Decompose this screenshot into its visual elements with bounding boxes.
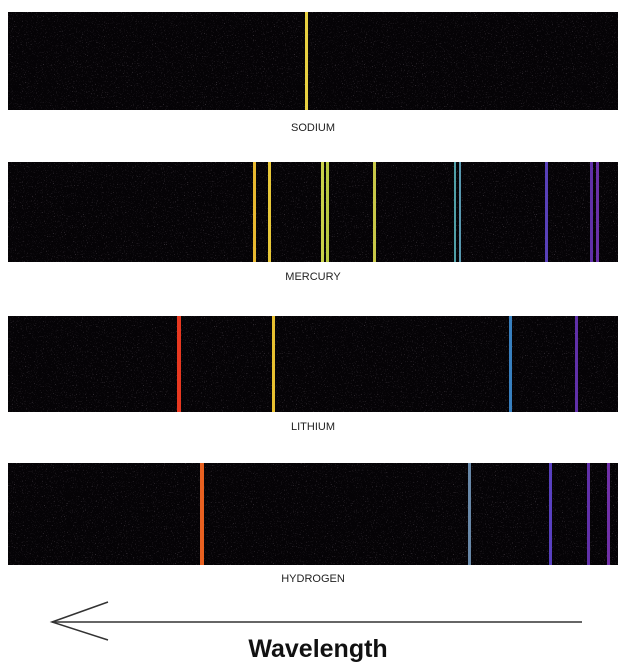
arrow-head [52,602,108,640]
spectrum-label: LITHIUM [291,421,335,433]
emission-line [459,162,461,262]
band-noise [8,316,618,412]
emission-line [549,463,552,565]
emission-line [587,463,590,565]
emission-line [575,316,578,412]
emission-line [596,162,599,262]
spectrum-label: HYDROGEN [281,573,345,585]
emission-line [545,162,548,262]
emission-line [509,316,512,412]
emission-line [607,463,610,565]
emission-line [468,463,471,565]
emission-line [272,316,275,412]
spectrum-label: MERCURY [285,271,341,283]
band-noise [8,463,618,565]
emission-line [590,162,593,262]
mercury-spectrum: MERCURY [8,162,618,283]
lithium-spectrum: LITHIUM [8,316,618,433]
emission-line [373,162,376,262]
emission-line [268,162,271,262]
emission-line [321,162,324,262]
emission-line [177,316,181,412]
emission-line [326,162,329,262]
band-noise [8,162,618,262]
hydrogen-spectrum: HYDROGEN [8,463,618,585]
emission-line [200,463,204,565]
emission-line [454,162,456,262]
emission-line [253,162,256,262]
spectra-diagram: SODIUM MERCURY LITHIUM HYDROGEN [0,0,625,662]
band-noise [8,12,618,110]
emission-line [305,12,308,110]
sodium-spectrum: SODIUM [8,12,618,134]
axis-label: Wavelength [248,635,387,662]
spectrum-label: SODIUM [291,122,335,134]
